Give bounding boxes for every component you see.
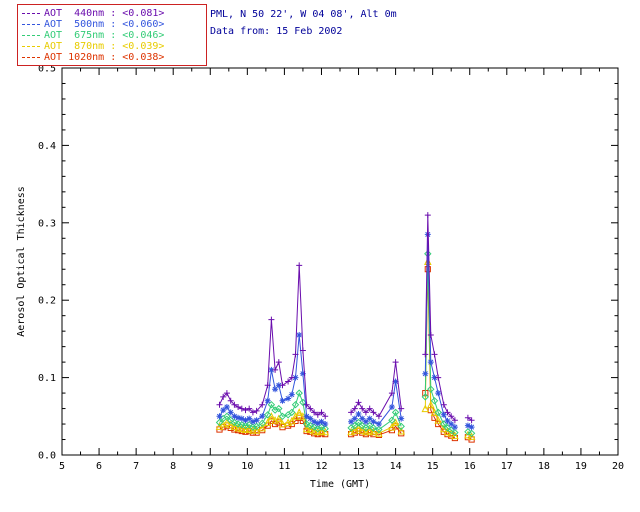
legend-label-1020nm: AOT 1020nm : <0.038> (44, 52, 165, 63)
svg-text:10: 10 (241, 461, 253, 472)
series-aot-500nm (216, 231, 475, 431)
svg-text:11: 11 (278, 461, 290, 472)
series-aot-675nm (215, 250, 476, 438)
svg-text:5: 5 (59, 461, 65, 472)
station-location-text: PML, N 50 22', W 04 08', Alt 0m (210, 9, 397, 20)
svg-text:18: 18 (538, 461, 550, 472)
svg-text:14: 14 (390, 461, 402, 472)
legend-line-sample-870nm-icon (22, 46, 40, 47)
data-date-text: Data from: 15 Feb 2002 (210, 26, 343, 37)
axis-ticks (61, 67, 619, 456)
legend-line-sample-675nm-icon (22, 35, 40, 36)
station-header: PML, N 50 22', W 04 08', Alt 0m Data fro… (210, 6, 397, 40)
series-aot-440nm (216, 212, 475, 424)
legend-label-440nm: AOT 440nm : <0.081> (44, 8, 165, 19)
legend-row-440nm: AOT 440nm : <0.081> (22, 8, 204, 19)
legend-label-500nm: AOT 500nm : <0.060> (44, 19, 165, 30)
svg-text:9: 9 (207, 461, 213, 472)
y-axis-title: Aerosol Optical Thickness (16, 186, 27, 337)
svg-text:0.3: 0.3 (38, 218, 56, 229)
series-line-aot-1020nm (219, 269, 472, 440)
series-markers-aot-870nm (215, 257, 476, 440)
legend-row-870nm: AOT 870nm : <0.039> (22, 41, 204, 52)
svg-text:0.5: 0.5 (38, 64, 56, 75)
svg-text:0.2: 0.2 (38, 296, 56, 307)
series-markers-aot-440nm (216, 212, 475, 424)
svg-text:19: 19 (575, 461, 587, 472)
legend-row-500nm: AOT 500nm : <0.060> (22, 19, 204, 30)
legend: AOT 440nm : <0.081> AOT 500nm : <0.060> … (17, 4, 207, 66)
svg-text:12: 12 (315, 461, 327, 472)
svg-text:6: 6 (96, 461, 102, 472)
legend-line-sample-440nm-icon (22, 13, 40, 14)
legend-row-1020nm: AOT 1020nm : <0.038> (22, 52, 204, 63)
series-aot-870nm (215, 257, 476, 440)
series-markers-aot-675nm (215, 250, 476, 438)
svg-text:13: 13 (353, 461, 365, 472)
x-axis-title: Time (GMT) (310, 479, 370, 490)
legend-row-675nm: AOT 675nm : <0.046> (22, 30, 204, 41)
legend-label-870nm: AOT 870nm : <0.039> (44, 41, 165, 52)
svg-text:0.0: 0.0 (38, 451, 56, 462)
legend-label-675nm: AOT 675nm : <0.046> (44, 30, 165, 41)
legend-line-sample-500nm-icon (22, 24, 40, 25)
svg-text:20: 20 (612, 461, 624, 472)
axis-tick-labels: 5 6 7 8 9 10 11 12 13 14 15 16 17 18 19 20 0.0 0.1 0.2 0.3 0… (38, 64, 624, 473)
svg-text:17: 17 (501, 461, 513, 472)
series-line-aot-675nm (219, 253, 472, 434)
series-line-aot-870nm (219, 261, 472, 437)
svg-text:0.4: 0.4 (38, 141, 56, 152)
svg-text:7: 7 (133, 461, 139, 472)
svg-text:8: 8 (170, 461, 176, 472)
svg-text:16: 16 (464, 461, 476, 472)
series-markers-aot-500nm (216, 231, 475, 431)
legend-line-sample-1020nm-icon (22, 57, 40, 58)
svg-text:15: 15 (427, 461, 439, 472)
svg-text:0.1: 0.1 (38, 373, 56, 384)
plot-frame (61, 67, 619, 456)
